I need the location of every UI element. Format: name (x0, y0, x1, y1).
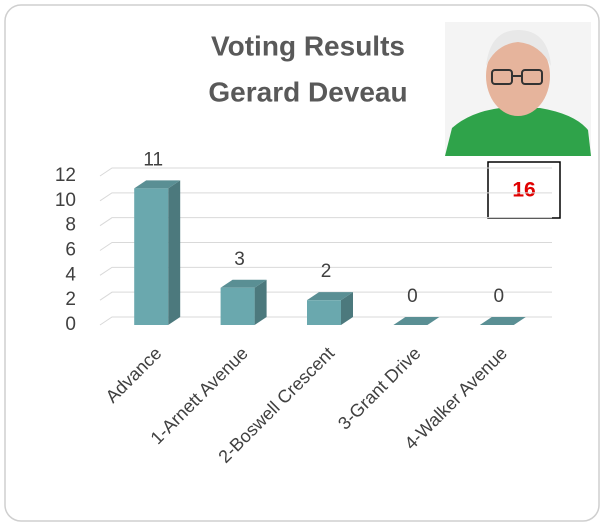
chart-subtitle: Gerard Deveau (208, 76, 407, 107)
photo (445, 22, 591, 156)
data-label: 2 (321, 261, 332, 282)
y-tick-label: 12 (55, 165, 76, 186)
bar (221, 280, 267, 325)
data-label: 11 (143, 149, 163, 170)
y-tick-label: 2 (65, 289, 76, 310)
bar-front (307, 300, 341, 325)
data-label: 0 (494, 286, 505, 307)
bar-front (221, 288, 255, 325)
y-tick-label: 6 (65, 240, 76, 261)
total-label: 16 (512, 179, 535, 202)
bar-side (168, 180, 180, 325)
bar (307, 292, 353, 325)
y-tick-label: 8 (65, 215, 76, 236)
data-label: 0 (407, 286, 418, 307)
y-tick-label: 4 (65, 264, 76, 285)
chart-title: Voting Results (211, 30, 405, 61)
chart: Voting Results Gerard Deveau 16 0 2 4 6 8 10 1… (0, 0, 605, 527)
bar-front (134, 188, 168, 325)
y-tick-label: 10 (55, 190, 76, 211)
y-tick-label: 0 (65, 314, 76, 335)
bar (134, 180, 180, 325)
data-label: 3 (234, 249, 245, 270)
